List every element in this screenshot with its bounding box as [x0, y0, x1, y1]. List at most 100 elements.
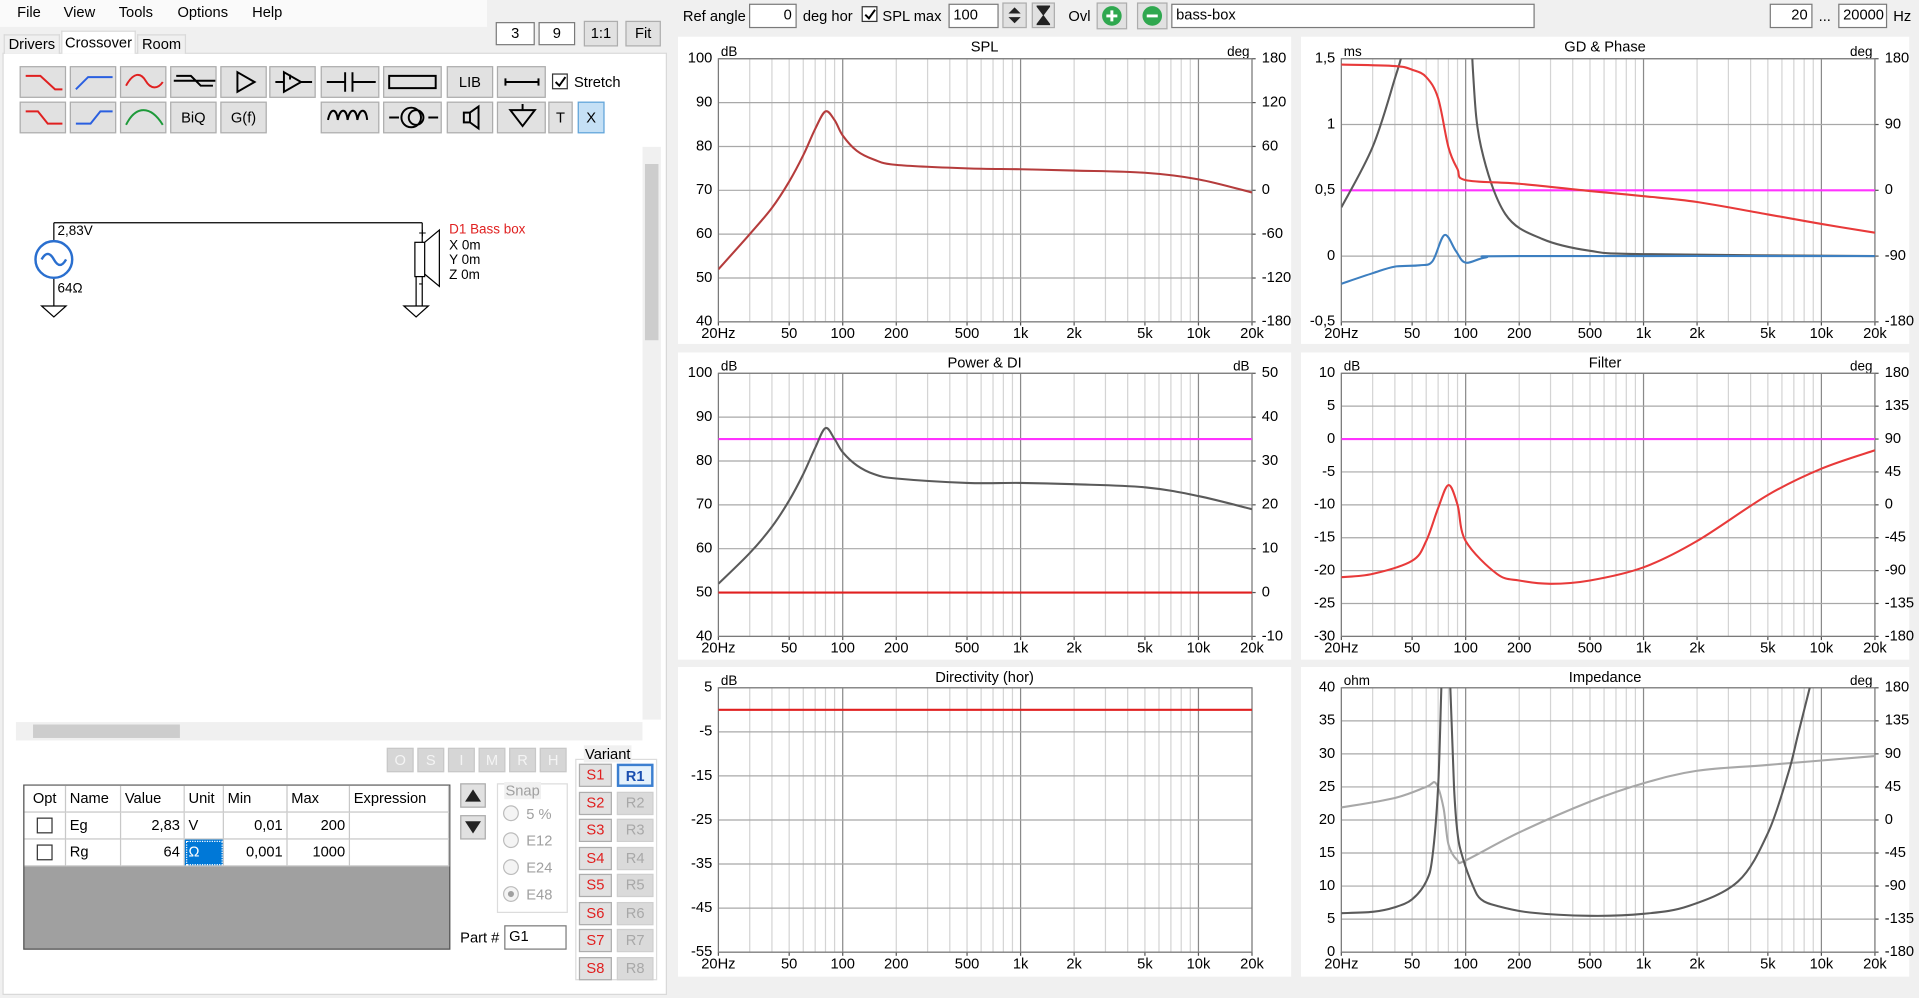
opt-checkbox[interactable]	[36, 844, 53, 861]
spin-button[interactable]	[1002, 2, 1027, 29]
table-cell[interactable]: 1000	[287, 839, 351, 867]
part-option-button[interactable]: H	[539, 747, 567, 773]
variant-s-button[interactable]: S3	[578, 818, 612, 843]
freq-max-input[interactable]: 20000	[1838, 3, 1888, 29]
variant-r-button[interactable]: R5	[616, 873, 654, 898]
move-up-button[interactable]	[460, 783, 486, 808]
highpass2-button[interactable]	[69, 101, 117, 134]
spl-max-checkbox[interactable]	[861, 6, 878, 23]
menu-item[interactable]: Help	[252, 3, 283, 21]
variant-r-button[interactable]: R6	[616, 901, 654, 925]
ratio-button[interactable]: 1:1	[583, 20, 619, 47]
transformer-button[interactable]	[383, 101, 442, 134]
variant-r-button[interactable]: R7	[616, 928, 654, 953]
variant-s-button[interactable]: S2	[578, 791, 612, 815]
snap-radio[interactable]	[503, 859, 519, 876]
snap-radio[interactable]	[503, 805, 519, 822]
gain-function-button[interactable]: G(f)	[220, 101, 267, 134]
variant-s-button[interactable]: S7	[578, 928, 612, 953]
tab[interactable]: Room	[137, 34, 187, 54]
column-header[interactable]: Expression	[350, 785, 450, 813]
move-down-button[interactable]	[460, 815, 486, 840]
driver-button[interactable]	[446, 101, 494, 134]
speaker-body[interactable]	[414, 241, 426, 278]
table-cell[interactable]: Eg	[66, 812, 122, 840]
menu-item[interactable]: Options	[177, 3, 229, 21]
scroll-thumb[interactable]	[644, 163, 659, 341]
menu-item[interactable]: View	[63, 3, 96, 21]
part-option-button[interactable]: R	[509, 747, 537, 773]
zoom-v-input[interactable]: 9	[538, 22, 576, 46]
bandpass-button[interactable]	[119, 101, 167, 134]
overlay-name-input[interactable]: bass-box	[1171, 3, 1535, 29]
variant-s-button[interactable]: S5	[578, 873, 612, 898]
variant-r-button[interactable]: R3	[616, 818, 654, 843]
inductor-button[interactable]	[320, 101, 380, 134]
table-cell[interactable]: 0,01	[223, 812, 288, 840]
remove-overlay-button[interactable]	[1136, 2, 1168, 30]
highpass-button[interactable]	[69, 66, 117, 98]
table-cell[interactable]: V	[184, 812, 224, 840]
ground-button[interactable]	[496, 101, 546, 134]
part-number-input[interactable]: G1	[504, 925, 567, 950]
part-option-button[interactable]: O	[386, 747, 414, 773]
variant-r-button[interactable]: R2	[616, 791, 654, 815]
variant-s-button[interactable]: S4	[578, 846, 612, 870]
max-button[interactable]	[1031, 2, 1055, 29]
zoom-h-input[interactable]: 3	[495, 22, 535, 46]
lowpass-button[interactable]	[19, 66, 67, 98]
scroll-thumb[interactable]	[33, 724, 180, 738]
table-cell[interactable]: 2,83	[121, 812, 185, 840]
lowpass2-button[interactable]	[19, 101, 67, 134]
variant-r-button[interactable]: R1	[616, 763, 654, 787]
opamp-button[interactable]	[269, 66, 316, 98]
table-cell[interactable]	[350, 812, 450, 840]
ref-angle-input[interactable]: 0	[748, 3, 797, 29]
voltage-source[interactable]	[34, 239, 74, 280]
column-header[interactable]: Value	[121, 785, 185, 813]
biquad-button[interactable]: BiQ	[170, 101, 217, 134]
table-cell[interactable]: 200	[287, 812, 351, 840]
table-cell[interactable]	[350, 839, 450, 867]
vertical-scrollbar[interactable]	[642, 146, 661, 720]
column-header[interactable]: Max	[287, 785, 351, 813]
part-option-button[interactable]: S	[417, 747, 445, 773]
add-overlay-button[interactable]	[1096, 2, 1128, 30]
variant-s-button[interactable]: S1	[578, 763, 612, 787]
horizontal-scrollbar[interactable]	[15, 722, 643, 741]
part-option-button[interactable]: M	[478, 747, 506, 773]
column-header[interactable]: Unit	[184, 785, 224, 813]
variant-s-button[interactable]: S6	[578, 901, 612, 925]
allpass-button[interactable]	[119, 66, 167, 98]
resistor-button[interactable]	[383, 66, 442, 98]
column-header[interactable]: Min	[223, 785, 288, 813]
spl-max-input[interactable]: 100	[948, 3, 999, 29]
fit-button[interactable]: Fit	[625, 20, 661, 47]
table-cell[interactable]: Ω	[184, 839, 224, 867]
capacitor-button[interactable]	[320, 66, 380, 98]
wire-button[interactable]	[496, 66, 546, 98]
table-cell[interactable]: 0,001	[223, 839, 288, 867]
column-header[interactable]: Name	[66, 785, 122, 813]
menu-item[interactable]: Tools	[118, 3, 154, 21]
variant-r-button[interactable]: R8	[616, 956, 654, 980]
table-cell[interactable]: 64	[121, 839, 185, 867]
text-button[interactable]: T	[548, 101, 573, 134]
snap-radio[interactable]	[503, 886, 519, 902]
buffer-button[interactable]	[220, 66, 267, 98]
column-header[interactable]: Opt	[24, 785, 67, 813]
library-button[interactable]: LIB	[446, 66, 494, 98]
tab[interactable]: Crossover	[61, 30, 136, 54]
snap-radio[interactable]	[503, 832, 519, 849]
variant-s-button[interactable]: S8	[578, 956, 612, 980]
x-button[interactable]: X	[577, 101, 605, 134]
part-option-button[interactable]: I	[447, 747, 475, 773]
opt-checkbox[interactable]	[36, 817, 53, 834]
tab[interactable]: Drivers	[3, 34, 60, 54]
table-cell[interactable]: Rg	[66, 839, 122, 867]
freq-min-input[interactable]: 20	[1769, 3, 1813, 29]
variant-r-button[interactable]: R4	[616, 846, 654, 870]
menu-item[interactable]: File	[17, 3, 41, 21]
stretch-checkbox[interactable]	[551, 73, 568, 90]
shelf-button[interactable]	[170, 66, 217, 98]
